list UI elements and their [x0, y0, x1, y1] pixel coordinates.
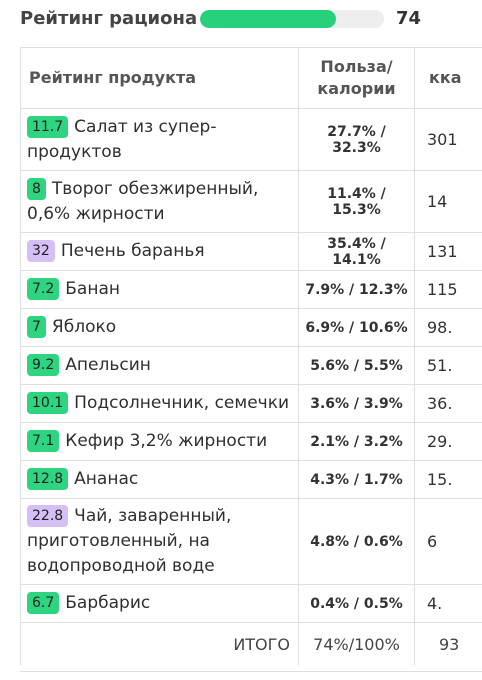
product-score-badge: 9.2: [27, 354, 60, 376]
benefit-calories-cell: 4.3% / 1.7%: [298, 460, 415, 499]
table-row[interactable]: 22.8 Чай, заваренный, приготовленный, на …: [20, 498, 482, 585]
table-row[interactable]: 32 Печень баранья 35.4% / 14.1% 131: [20, 232, 482, 271]
table-row[interactable]: 8 Творог обезжиренный, 0,6% жирности 11.4%…: [20, 170, 482, 233]
product-name-cell[interactable]: 9.2 Апельсин: [20, 346, 299, 385]
product-score-badge: 12.8: [27, 468, 69, 490]
table-row[interactable]: 10.1 Подсолнечник, семечки 3.6% / 3.9% 36.: [20, 384, 482, 423]
benefit-calories-cell: 6.9% / 10.6%: [298, 308, 415, 347]
total-row: ИТОГО 74%/100% 93: [20, 622, 482, 665]
product-name[interactable]: Барбарис: [65, 593, 151, 613]
product-name-cell[interactable]: 22.8 Чай, заваренный, приготовленный, на …: [20, 498, 299, 585]
product-name[interactable]: Творог обезжиренный, 0,6% жирности: [27, 178, 259, 224]
kcal-cell: 51.: [414, 346, 482, 385]
product-name[interactable]: Ананас: [74, 469, 139, 489]
product-score-badge: 7.2: [27, 278, 60, 300]
table-row[interactable]: 7.2 Банан 7.9% / 12.3% 115: [20, 270, 482, 309]
benefit-calories-cell: 11.4% / 15.3%: [298, 170, 415, 233]
product-name[interactable]: Апельсин: [65, 355, 151, 375]
kcal-cell: 115: [414, 270, 482, 309]
table-row[interactable]: 7.1 Кефир 3,2% жирности 2.1% / 3.2% 29.: [20, 422, 482, 461]
kcal-cell: 98.: [414, 308, 482, 347]
total-label: ИТОГО: [20, 622, 299, 665]
kcal-cell: 301: [414, 108, 482, 171]
product-name[interactable]: Салат из супер-продуктов: [27, 116, 217, 162]
product-name-cell[interactable]: 12.8 Ананас: [20, 460, 299, 499]
product-name[interactable]: Чай, заваренный, приготовленный, на водо…: [27, 506, 232, 576]
total-benefit-calories: 74%/100%: [298, 622, 415, 665]
benefit-calories-cell: 3.6% / 3.9%: [298, 384, 415, 423]
kcal-cell: 131: [414, 232, 482, 271]
table-row[interactable]: 9.2 Апельсин 5.6% / 5.5% 51.: [20, 346, 482, 385]
header-kcal[interactable]: кка: [414, 48, 482, 109]
product-score-badge: 8: [27, 177, 46, 200]
kcal-cell: 36.: [414, 384, 482, 423]
total-kcal: 93: [414, 622, 482, 665]
product-score-badge: 6.7: [27, 592, 60, 614]
kcal-cell: 14: [414, 170, 482, 233]
product-score-badge: 22.8: [27, 505, 69, 527]
kcal-cell: 4.: [414, 584, 482, 623]
product-name-cell[interactable]: 7.2 Банан: [20, 270, 299, 309]
diet-rating-progress-fill: [200, 10, 337, 28]
product-name-cell[interactable]: 8 Творог обезжиренный, 0,6% жирности: [20, 170, 299, 233]
table-row[interactable]: 6.7 Барбарис 0.4% / 0.5% 4.: [20, 584, 482, 623]
benefit-calories-cell: 4.8% / 0.6%: [298, 498, 415, 585]
table-row[interactable]: 11.7 Салат из супер-продуктов 27.7% / 32.3…: [20, 108, 482, 171]
products-table-container[interactable]: Рейтинг продукта Польза/ калории кка 11.…: [20, 47, 482, 672]
diet-rating-value: 74: [396, 8, 422, 29]
diet-rating-title: Рейтинг рациона: [20, 8, 198, 29]
benefit-calories-cell: 35.4% / 14.1%: [298, 232, 415, 271]
product-score-badge: 7: [27, 316, 46, 338]
diet-rating-header: Рейтинг рациона 74: [20, 6, 482, 32]
product-name-cell[interactable]: 10.1 Подсолнечник, семечки: [20, 384, 299, 423]
product-name[interactable]: Кефир 3,2% жирности: [65, 431, 268, 451]
product-name[interactable]: Печень баранья: [60, 241, 205, 261]
benefit-calories-cell: 2.1% / 3.2%: [298, 422, 415, 461]
product-name-cell[interactable]: 6.7 Барбарис: [20, 584, 299, 623]
table-header-row: Рейтинг продукта Польза/ калории кка: [20, 48, 482, 109]
product-name[interactable]: Яблоко: [51, 317, 117, 337]
kcal-cell: 6: [414, 498, 482, 585]
header-benefit-calories[interactable]: Польза/ калории: [298, 48, 415, 109]
product-score-badge: 11.7: [27, 115, 69, 138]
product-score-badge: 32: [27, 240, 55, 262]
product-score-badge: 10.1: [27, 392, 69, 414]
header-product-rating[interactable]: Рейтинг продукта: [20, 48, 299, 109]
benefit-calories-cell: 0.4% / 0.5%: [298, 584, 415, 623]
diet-rating-progress-bar: [200, 10, 384, 28]
product-name-cell[interactable]: 11.7 Салат из супер-продуктов: [20, 108, 299, 171]
product-name-cell[interactable]: 32 Печень баранья: [20, 232, 299, 271]
table-row[interactable]: 7 Яблоко 6.9% / 10.6% 98.: [20, 308, 482, 347]
benefit-calories-cell: 27.7% / 32.3%: [298, 108, 415, 171]
benefit-calories-cell: 5.6% / 5.5%: [298, 346, 415, 385]
product-name[interactable]: Подсолнечник, семечки: [74, 393, 290, 413]
product-name-cell[interactable]: 7 Яблоко: [20, 308, 299, 347]
product-name[interactable]: Банан: [65, 279, 120, 299]
products-table: Рейтинг продукта Польза/ калории кка 11.…: [20, 48, 482, 665]
product-score-badge: 7.1: [27, 430, 60, 452]
benefit-calories-cell: 7.9% / 12.3%: [298, 270, 415, 309]
table-row[interactable]: 12.8 Ананас 4.3% / 1.7% 15.: [20, 460, 482, 499]
kcal-cell: 15.: [414, 460, 482, 499]
product-name-cell[interactable]: 7.1 Кефир 3,2% жирности: [20, 422, 299, 461]
kcal-cell: 29.: [414, 422, 482, 461]
